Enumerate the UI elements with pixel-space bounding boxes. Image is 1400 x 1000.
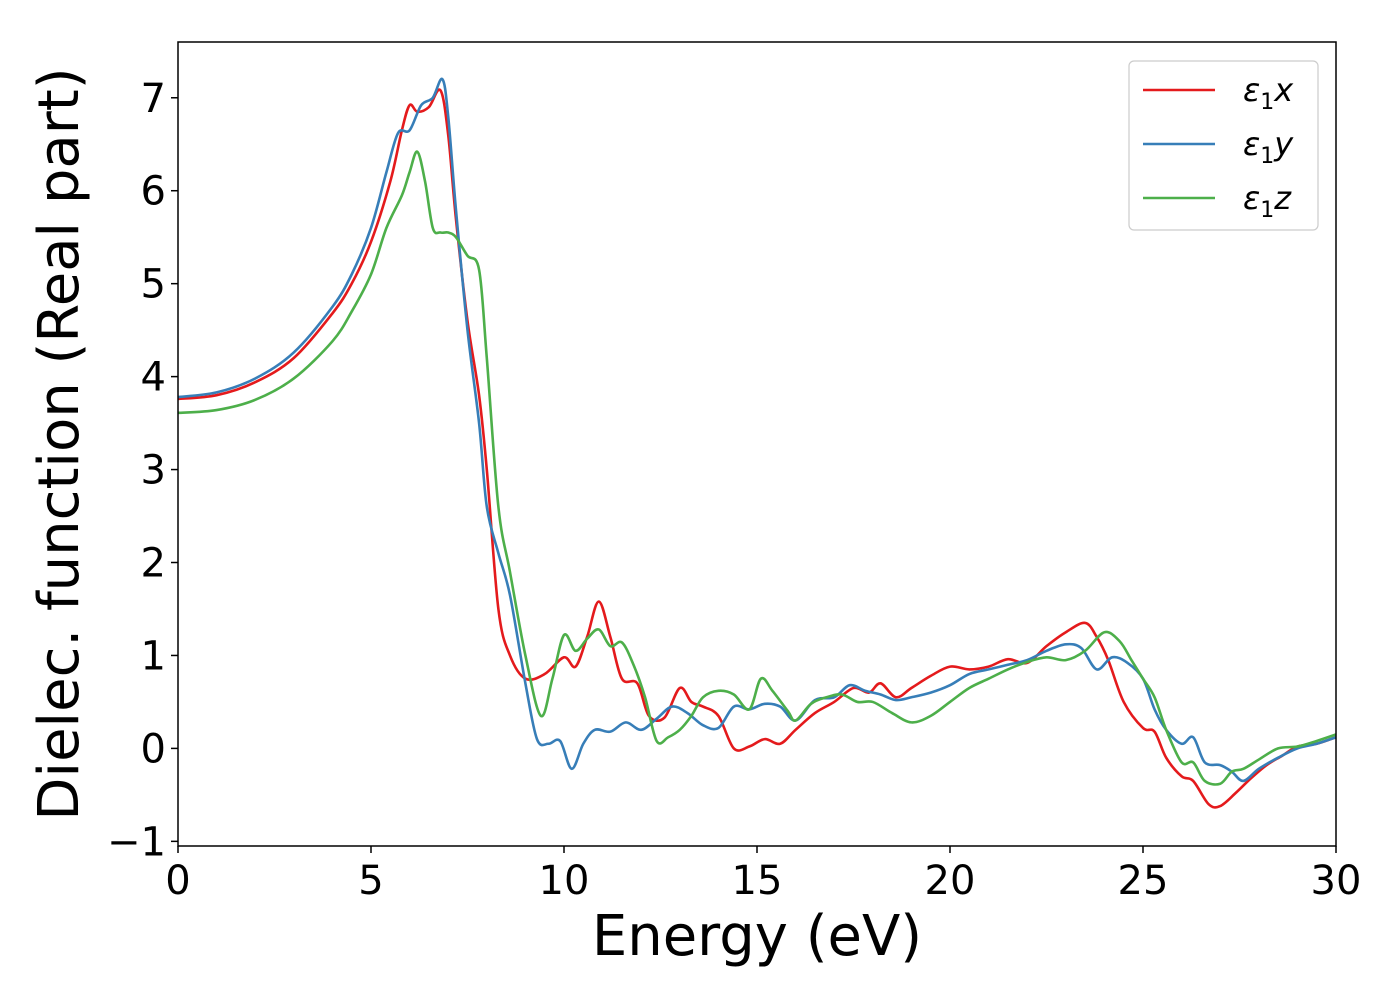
x-tick-label: 25 bbox=[1118, 858, 1169, 904]
y-tick-label: 7 bbox=[141, 76, 166, 122]
x-tick-label: 20 bbox=[925, 858, 976, 904]
x-axis-ticks: 0 5 10 15 20 25 30 bbox=[165, 846, 1361, 904]
legend-label: ε1y bbox=[1243, 125, 1294, 169]
y-tick-label: 6 bbox=[141, 169, 166, 215]
x-tick-label: 15 bbox=[732, 858, 783, 904]
y-axis-label: Dielec. function (Real part) bbox=[27, 67, 92, 820]
y-tick-label: 3 bbox=[141, 448, 166, 494]
legend-label: ε1z bbox=[1243, 179, 1292, 223]
x-tick-label: 10 bbox=[539, 858, 590, 904]
x-tick-label: 30 bbox=[1311, 858, 1362, 904]
legend: ε1x ε1y ε1z bbox=[1128, 60, 1319, 231]
series-layer bbox=[178, 77, 1336, 809]
series-line-y bbox=[178, 77, 1336, 783]
y-tick-label: −1 bbox=[107, 819, 166, 865]
y-axis-ticks: −1 0 1 2 3 4 5 6 7 bbox=[107, 76, 178, 865]
y-tick-label: 2 bbox=[141, 541, 166, 587]
x-tick-label: 5 bbox=[358, 858, 383, 904]
y-tick-label: 4 bbox=[141, 355, 166, 401]
legend-box bbox=[1128, 60, 1319, 231]
x-tick-label: 0 bbox=[165, 858, 190, 904]
series-line-z bbox=[178, 150, 1336, 786]
legend-label: ε1x bbox=[1243, 71, 1294, 115]
y-tick-label: 1 bbox=[141, 633, 166, 679]
x-axis-label: Energy (eV) bbox=[592, 904, 922, 969]
y-tick-label: 0 bbox=[141, 726, 166, 772]
y-tick-label: 5 bbox=[141, 262, 166, 308]
series-line-x bbox=[178, 88, 1336, 809]
